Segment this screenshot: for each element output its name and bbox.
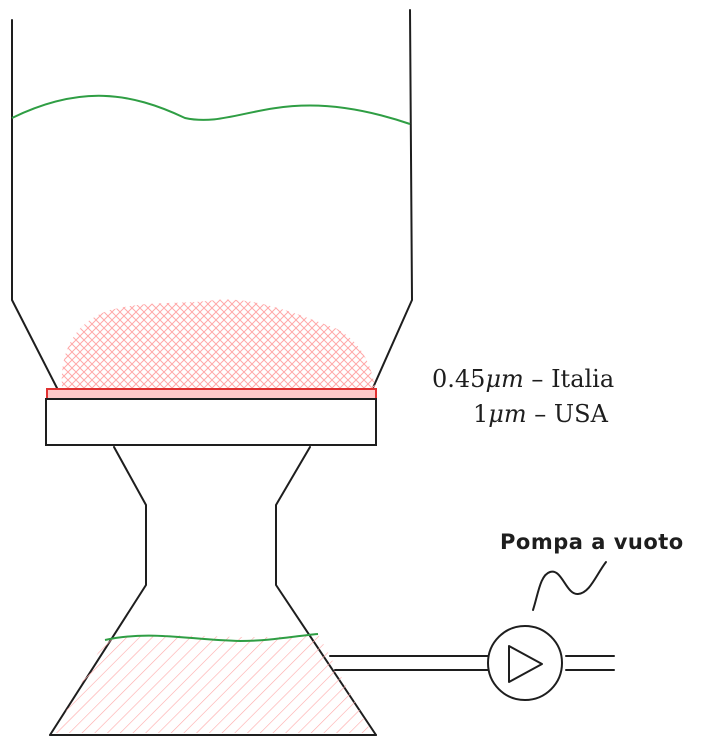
pump-leader-line [532, 561, 607, 611]
flask-liquid-surface [104, 633, 319, 643]
filter-residue [61, 299, 376, 388]
vacuum-tube [329, 655, 615, 671]
flask-filtrate [54, 634, 372, 733]
filter-membrane [46, 388, 377, 400]
pump-label: Pompa a vuoto [500, 530, 684, 554]
filter-spec-usa: 1μm – USA [473, 400, 609, 428]
play-triangle-icon [508, 645, 543, 683]
erlenmeyer-flask [49, 446, 377, 736]
filter-spec-italy: 0.45μm – Italia [432, 365, 614, 393]
vacuum-pump [487, 625, 563, 701]
filter-holder [45, 398, 377, 446]
funnel [11, 9, 413, 391]
funnel-liquid-surface [11, 94, 411, 125]
